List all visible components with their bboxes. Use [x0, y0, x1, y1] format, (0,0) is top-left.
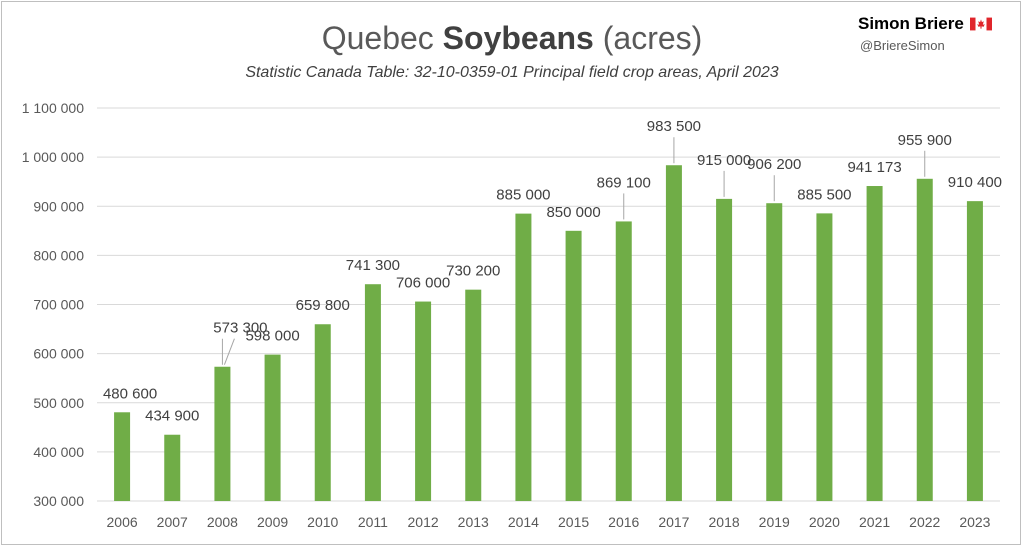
x-tick-label: 2014 — [508, 514, 539, 530]
data-label: 850 000 — [546, 204, 600, 221]
x-tick-label: 2012 — [408, 514, 439, 530]
bar — [214, 366, 231, 501]
data-label-leader-line — [223, 338, 235, 365]
chart-subtitle: Statistic Canada Table: 32-10-0359-01 Pr… — [245, 64, 779, 81]
bar — [415, 301, 432, 501]
x-tick-label: 2022 — [909, 514, 940, 530]
y-tick-label: 800 000 — [33, 247, 84, 263]
x-tick-label: 2010 — [307, 514, 338, 530]
canada-flag-icon — [969, 17, 992, 31]
bar — [916, 178, 933, 501]
x-tick-label: 2011 — [358, 514, 388, 530]
bar — [164, 434, 181, 501]
author-handle: @BriereSimon — [860, 38, 945, 53]
bar — [314, 324, 331, 501]
data-label: 598 000 — [245, 328, 299, 345]
y-tick-label: 300 000 — [33, 493, 84, 509]
x-tick-label: 2021 — [859, 514, 890, 530]
data-label: 480 600 — [103, 385, 157, 402]
x-tick-label: 2020 — [809, 514, 840, 530]
x-tick-label: 2018 — [709, 514, 740, 530]
bar — [615, 221, 632, 501]
data-label: 955 900 — [898, 132, 952, 149]
data-label: 885 000 — [496, 187, 550, 204]
data-label: 906 200 — [747, 156, 801, 173]
bar — [114, 412, 131, 501]
x-tick-label: 2008 — [207, 514, 238, 530]
x-tick-label: 2013 — [458, 514, 489, 530]
y-tick-label: 400 000 — [33, 444, 84, 460]
data-label: 983 500 — [647, 118, 701, 135]
x-tick-label: 2015 — [558, 514, 589, 530]
title-crop: Soybeans — [442, 20, 594, 56]
y-tick-label: 900 000 — [33, 198, 84, 214]
data-label: 659 800 — [296, 297, 350, 314]
data-label: 730 200 — [446, 263, 500, 280]
title-unit: (acres) — [602, 20, 703, 56]
data-label: 434 900 — [145, 408, 199, 425]
data-label: 941 173 — [847, 159, 901, 176]
bar — [565, 230, 582, 501]
x-tick-label: 2007 — [157, 514, 188, 530]
data-label: 910 400 — [948, 174, 1002, 191]
bar — [966, 201, 983, 502]
author-branding: Simon Briere @BriereSimon — [858, 14, 1008, 53]
x-tick-label: 2009 — [257, 514, 288, 530]
x-tick-label: 2023 — [959, 514, 990, 530]
bar — [766, 203, 783, 501]
bar — [465, 289, 482, 501]
bar — [816, 213, 833, 502]
y-tick-label: 1 100 000 — [22, 100, 84, 116]
x-tick-label: 2016 — [608, 514, 639, 530]
y-tick-label: 500 000 — [33, 395, 84, 411]
y-tick-label: 1 000 000 — [22, 149, 84, 165]
data-label: 706 000 — [396, 275, 450, 292]
bar — [364, 284, 381, 501]
data-label: 573 300 — [213, 320, 267, 337]
bar — [665, 165, 682, 501]
author-name-row: Simon Briere — [858, 14, 1008, 34]
bar — [264, 354, 281, 501]
y-tick-label: 600 000 — [33, 346, 84, 362]
data-label: 885 500 — [797, 186, 851, 203]
bar — [716, 198, 733, 501]
data-label: 869 100 — [597, 174, 651, 191]
bar — [866, 186, 883, 502]
x-tick-label: 2019 — [759, 514, 790, 530]
data-label: 915 000 — [697, 152, 751, 169]
bar — [515, 213, 532, 501]
x-tick-label: 2017 — [658, 514, 689, 530]
x-tick-label: 2006 — [107, 514, 138, 530]
title-prefix: Quebec — [321, 20, 434, 56]
chart-title: Quebec Soybeans (acres) — [0, 20, 1024, 57]
data-label: 741 300 — [346, 257, 400, 274]
y-tick-label: 700 000 — [33, 297, 84, 313]
author-name: Simon Briere — [858, 14, 964, 33]
